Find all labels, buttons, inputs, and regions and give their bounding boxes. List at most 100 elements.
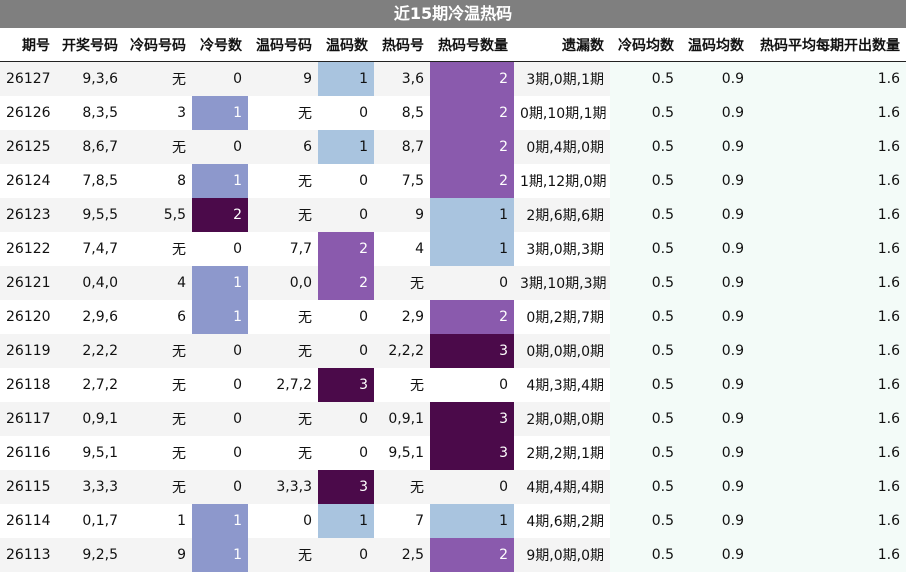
hot-numbers-cell: 3,6 — [374, 61, 430, 96]
hot-avg-cell: 1.6 — [750, 368, 906, 402]
col-header: 温码数 — [318, 28, 374, 62]
col-header: 期号 — [0, 28, 56, 62]
warm-numbers-cell: 无 — [248, 198, 318, 232]
col-header: 开奖号码 — [56, 28, 124, 62]
hot-count-cell: 2 — [430, 300, 514, 334]
cold-count-cell: 1 — [192, 96, 248, 130]
hot-numbers-cell: 2,5 — [374, 538, 430, 572]
warm-count-cell: 0 — [318, 334, 374, 368]
col-header: 遗漏数 — [514, 28, 610, 62]
cold-count-cell: 0 — [192, 61, 248, 96]
miss-count-cell: 3期,0期,1期 — [514, 61, 610, 96]
table-title: 近15期冷温热码 — [0, 0, 906, 28]
table-row: 26113 9,2,5 9 1 无 0 2,5 2 9期,0期,0期 0.5 0.9 1.6 — [0, 538, 906, 572]
draw-numbers-cell: 8,6,7 — [56, 130, 124, 164]
cold-numbers-cell: 6 — [124, 300, 192, 334]
hot-numbers-cell: 2,2,2 — [374, 334, 430, 368]
warm-avg-cell: 0.9 — [680, 436, 750, 470]
hot-numbers-cell: 4 — [374, 232, 430, 266]
cold-numbers-cell: 无 — [124, 368, 192, 402]
table-row: 26122 7,4,7 无 0 7,7 2 4 1 3期,0期,3期 0.5 0.9 1.6 — [0, 232, 906, 266]
miss-count-cell: 3期,10期,3期 — [514, 266, 610, 300]
draw-numbers-cell: 7,4,7 — [56, 232, 124, 266]
issue-cell: 26127 — [0, 61, 56, 96]
issue-cell: 26115 — [0, 470, 56, 504]
cold-numbers-cell: 无 — [124, 470, 192, 504]
miss-count-cell: 0期,4期,0期 — [514, 130, 610, 164]
cold-numbers-cell: 无 — [124, 334, 192, 368]
cold-numbers-cell: 无 — [124, 130, 192, 164]
hot-numbers-cell: 无 — [374, 266, 430, 300]
hot-avg-cell: 1.6 — [750, 198, 906, 232]
hot-count-cell: 2 — [430, 130, 514, 164]
warm-count-cell: 3 — [318, 368, 374, 402]
issue-cell: 26124 — [0, 164, 56, 198]
hot-avg-cell: 1.6 — [750, 61, 906, 96]
header-row: 期号 开奖号码 冷码号码 冷号数 温码号码 温码数 热码号 热码号数量 遗漏数 … — [0, 28, 906, 62]
hot-numbers-cell: 8,7 — [374, 130, 430, 164]
warm-avg-cell: 0.9 — [680, 96, 750, 130]
warm-avg-cell: 0.9 — [680, 164, 750, 198]
cold-count-cell: 0 — [192, 334, 248, 368]
hot-count-cell: 1 — [430, 504, 514, 538]
issue-cell: 26118 — [0, 368, 56, 402]
col-header: 热码平均每期开出数量 — [750, 28, 906, 62]
cold-avg-cell: 0.5 — [610, 402, 680, 436]
cold-avg-cell: 0.5 — [610, 130, 680, 164]
cold-avg-cell: 0.5 — [610, 61, 680, 96]
warm-numbers-cell: 无 — [248, 436, 318, 470]
draw-numbers-cell: 0,1,7 — [56, 504, 124, 538]
hot-avg-cell: 1.6 — [750, 402, 906, 436]
cold-avg-cell: 0.5 — [610, 368, 680, 402]
warm-count-cell: 0 — [318, 436, 374, 470]
warm-count-cell: 1 — [318, 130, 374, 164]
issue-cell: 26113 — [0, 538, 56, 572]
table-row: 26114 0,1,7 1 1 0 1 7 1 4期,6期,2期 0.5 0.9 1.6 — [0, 504, 906, 538]
warm-avg-cell: 0.9 — [680, 232, 750, 266]
warm-count-cell: 0 — [318, 402, 374, 436]
hot-count-cell: 0 — [430, 266, 514, 300]
warm-avg-cell: 0.9 — [680, 470, 750, 504]
cold-count-cell: 0 — [192, 368, 248, 402]
miss-count-cell: 0期,2期,7期 — [514, 300, 610, 334]
cold-count-cell: 0 — [192, 436, 248, 470]
miss-count-cell: 2期,2期,1期 — [514, 436, 610, 470]
miss-count-cell: 9期,0期,0期 — [514, 538, 610, 572]
draw-numbers-cell: 2,2,2 — [56, 334, 124, 368]
warm-count-cell: 2 — [318, 266, 374, 300]
miss-count-cell: 1期,12期,0期 — [514, 164, 610, 198]
table-row: 26125 8,6,7 无 0 6 1 8,7 2 0期,4期,0期 0.5 0.9 1.6 — [0, 130, 906, 164]
warm-numbers-cell: 7,7 — [248, 232, 318, 266]
cold-avg-cell: 0.5 — [610, 164, 680, 198]
warm-numbers-cell: 无 — [248, 164, 318, 198]
draw-numbers-cell: 3,3,3 — [56, 470, 124, 504]
draw-numbers-cell: 2,7,2 — [56, 368, 124, 402]
cold-count-cell: 0 — [192, 470, 248, 504]
cold-numbers-cell: 1 — [124, 504, 192, 538]
cold-numbers-cell: 4 — [124, 266, 192, 300]
hot-avg-cell: 1.6 — [750, 130, 906, 164]
warm-count-cell: 3 — [318, 470, 374, 504]
table-row: 26121 0,4,0 4 1 0,0 2 无 0 3期,10期,3期 0.5 0.9 1.6 — [0, 266, 906, 300]
cold-numbers-cell: 5,5 — [124, 198, 192, 232]
hot-numbers-cell: 无 — [374, 470, 430, 504]
draw-numbers-cell: 2,9,6 — [56, 300, 124, 334]
warm-numbers-cell: 0,0 — [248, 266, 318, 300]
warm-numbers-cell: 无 — [248, 402, 318, 436]
table-row: 26117 0,9,1 无 0 无 0 0,9,1 3 2期,0期,0期 0.5 0.9 1.6 — [0, 402, 906, 436]
issue-cell: 26117 — [0, 402, 56, 436]
hot-count-cell: 0 — [430, 470, 514, 504]
miss-count-cell: 0期,0期,0期 — [514, 334, 610, 368]
cold-count-cell: 1 — [192, 504, 248, 538]
warm-avg-cell: 0.9 — [680, 130, 750, 164]
cold-avg-cell: 0.5 — [610, 266, 680, 300]
hot-count-cell: 2 — [430, 164, 514, 198]
warm-count-cell: 0 — [318, 164, 374, 198]
hot-avg-cell: 1.6 — [750, 266, 906, 300]
hot-avg-cell: 1.6 — [750, 470, 906, 504]
warm-avg-cell: 0.9 — [680, 334, 750, 368]
draw-numbers-cell: 7,8,5 — [56, 164, 124, 198]
cold-numbers-cell: 9 — [124, 538, 192, 572]
cold-avg-cell: 0.5 — [610, 470, 680, 504]
warm-numbers-cell: 3,3,3 — [248, 470, 318, 504]
